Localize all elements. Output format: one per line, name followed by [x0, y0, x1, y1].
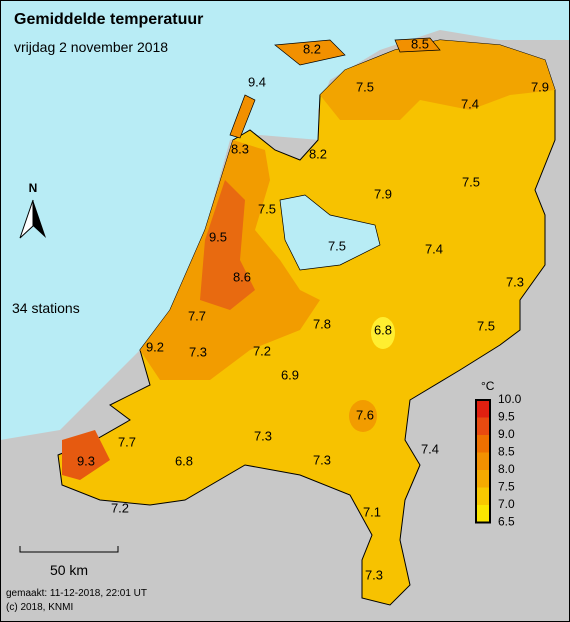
station-value: 7.7 [118, 434, 136, 449]
legend-label: 7.5 [498, 480, 515, 494]
station-value: 7.3 [313, 452, 331, 467]
station-value: 6.8 [175, 453, 193, 468]
north-arrow [33, 200, 46, 238]
station-value: 7.6 [356, 407, 374, 422]
station-value: 7.1 [363, 504, 381, 519]
station-value: 9.4 [248, 74, 266, 89]
sea [0, 0, 570, 440]
station-value: 9.5 [209, 229, 227, 244]
legend-label: 7.0 [498, 497, 515, 511]
station-value: 8.2 [303, 41, 321, 56]
station-value: 6.8 [374, 322, 392, 337]
station-value: 8.3 [231, 141, 249, 156]
legend-unit: °C [481, 379, 495, 393]
station-value: 7.3 [189, 344, 207, 359]
station-value: 7.4 [421, 441, 439, 456]
station-value: 7.4 [425, 241, 443, 256]
station-value: 7.9 [531, 79, 549, 94]
legend: 10.0 9.5 9.0 8.5 8.0 7.5 7.0 6.5 [475, 392, 522, 529]
station-value: 7.3 [506, 274, 524, 289]
ijsselmeer [279, 194, 381, 271]
station-value: 7.5 [462, 174, 480, 189]
legend-swatch [476, 417, 490, 435]
station-value: 6.9 [281, 367, 299, 382]
station-value: 7.4 [461, 96, 479, 111]
station-value: 7.5 [258, 201, 276, 216]
hot-zone [200, 180, 255, 310]
hot-zone-south [62, 430, 110, 480]
station-value: 8.5 [411, 36, 429, 51]
scale-bar [19, 546, 119, 553]
legend-swatch [476, 452, 490, 470]
warm-zone-north [320, 40, 555, 120]
legend-swatch [476, 505, 490, 523]
station-value: 7.5 [477, 318, 495, 333]
warm-spot [349, 400, 377, 432]
subtitle: vrijdag 2 november 2018 [14, 39, 168, 55]
station-value: 7.5 [356, 79, 374, 94]
made-date: gemaakt: 11-12-2018, 22:01 UT [6, 588, 147, 599]
legend-frame [475, 399, 491, 524]
scale-label: 50 km [50, 562, 88, 578]
station-value: 7.7 [188, 308, 206, 323]
station-value: 9.2 [146, 339, 164, 354]
legend-swatch [476, 470, 490, 488]
legend-swatch [476, 400, 490, 418]
title: Gemiddelde temperatuur [14, 11, 203, 28]
station-value: 7.2 [253, 343, 271, 358]
legend-label: 9.5 [498, 410, 515, 424]
station-value: 7.3 [365, 567, 383, 582]
legend-label: 6.5 [498, 515, 515, 529]
station-value: 8.6 [233, 269, 251, 284]
copyright: (c) 2018, KNMI [6, 602, 73, 613]
station-labels: 8.2 8.5 9.4 7.5 7.9 7.4 8.3 8.2 7.9 7.5 7.5 9.5 7.5 7… [77, 36, 549, 582]
legend-swatch [476, 435, 490, 453]
cool-spot [371, 317, 395, 349]
legend-label: 9.0 [498, 427, 515, 441]
station-value: 8.2 [309, 146, 327, 161]
station-value: 7.8 [313, 316, 331, 331]
station-value: 7.3 [254, 428, 272, 443]
station-value: 9.3 [77, 453, 95, 468]
legend-swatch [476, 487, 490, 505]
station-value: 7.9 [374, 186, 392, 201]
legend-label: 10.0 [498, 392, 522, 406]
wadden-islands [229, 37, 441, 139]
station-value: 7.2 [111, 500, 129, 515]
legend-label: 8.5 [498, 445, 515, 459]
station-count: 34 stations [12, 300, 80, 316]
north-label: N [29, 181, 38, 195]
station-value: 7.5 [328, 238, 346, 253]
legend-label: 8.0 [498, 462, 515, 476]
